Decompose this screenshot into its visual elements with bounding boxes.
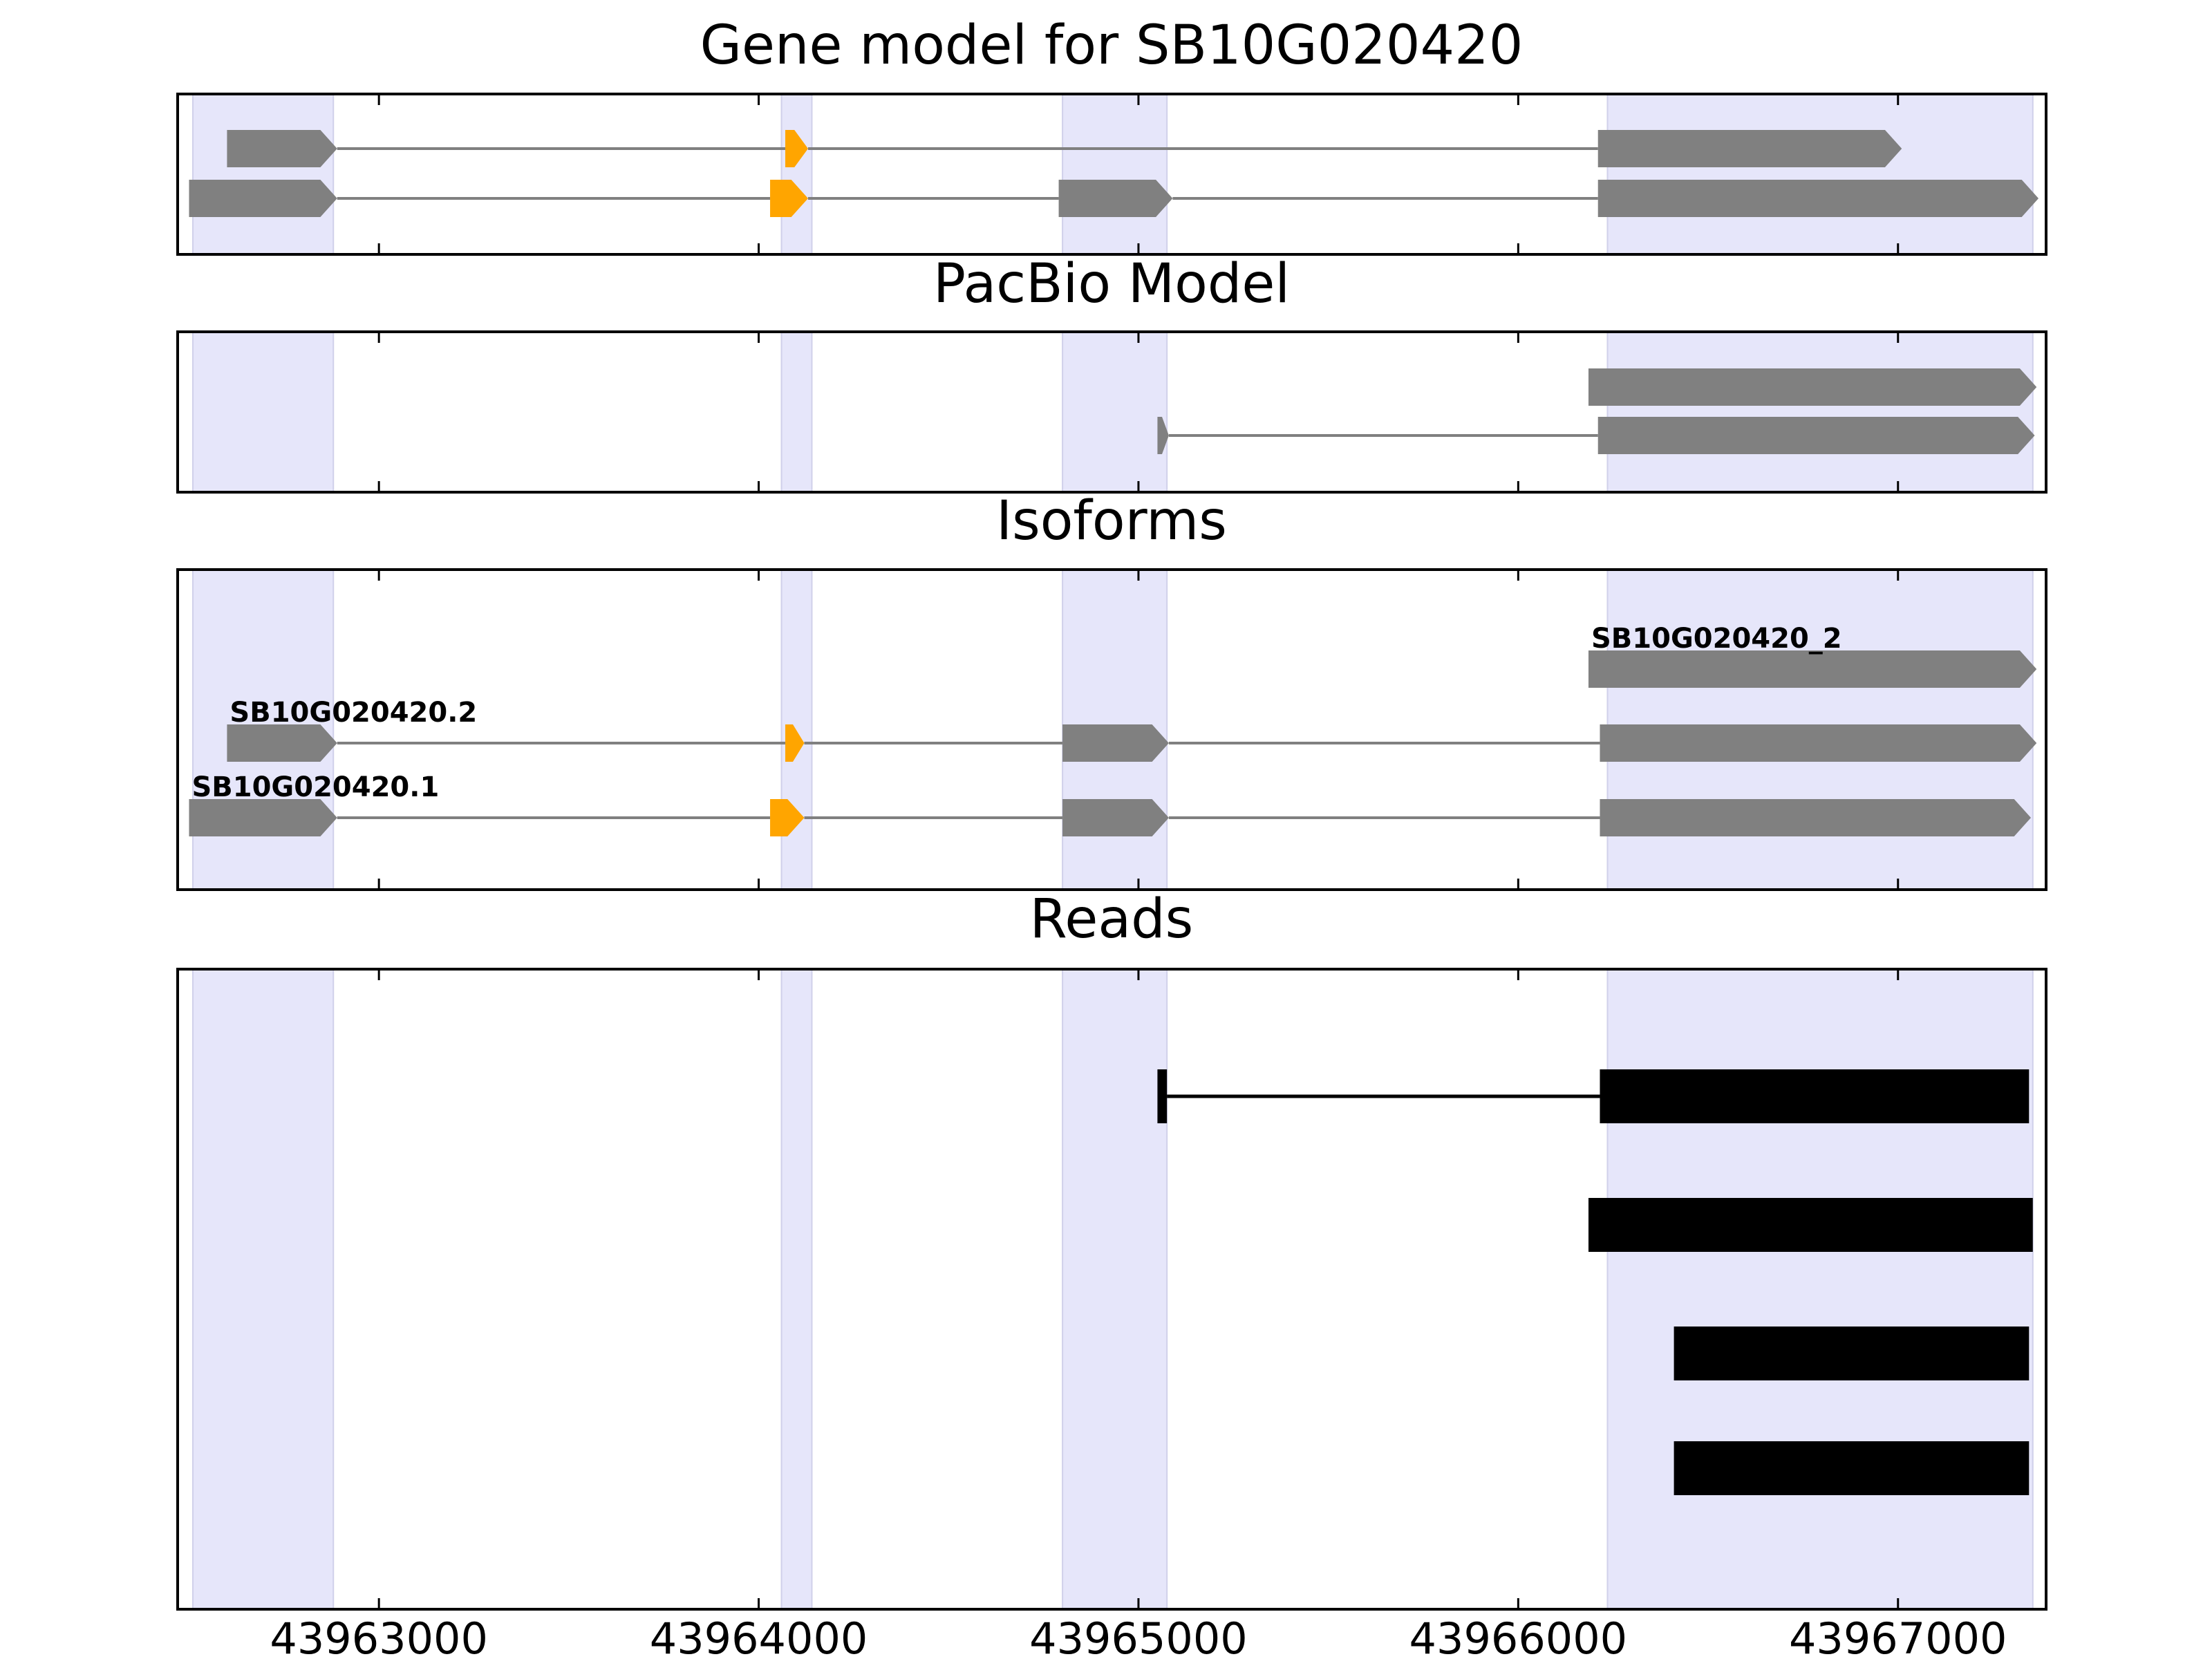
panel-reads (176, 968, 2047, 1611)
highlight-region (191, 968, 335, 1610)
panel-title-gene-model: Gene model for SB10G020420 (700, 15, 1524, 77)
x-tick-label: 43965000 (1029, 1613, 1248, 1659)
highlight-region (780, 968, 813, 1610)
highlighted-exon (785, 130, 808, 167)
read-block (1674, 1327, 2030, 1380)
highlight-region (1606, 331, 2034, 493)
panel-pacbio (176, 330, 2047, 494)
x-tick-label: 43964000 (650, 1613, 868, 1659)
read-block (1600, 1069, 2030, 1123)
exon-block (189, 180, 337, 217)
highlighted-exon (785, 724, 805, 762)
isoform-label: SB10G020420.2 (229, 697, 477, 729)
exon-block (1588, 650, 2037, 688)
x-tick-label: 43967000 (1789, 1613, 2007, 1659)
exon-block (227, 130, 337, 167)
x-tick-label: 43963000 (270, 1613, 488, 1659)
highlight-region (780, 331, 813, 493)
panel-frame (176, 93, 2047, 256)
highlight-region (1606, 93, 2034, 255)
exon-block (1600, 799, 2032, 836)
read-block (1588, 1198, 2033, 1252)
exon-block (1588, 368, 2037, 406)
panel-frame (176, 968, 2047, 1611)
exon-block (227, 724, 337, 762)
read-block (1674, 1441, 2030, 1495)
isoform-label: SB10G020420.1 (191, 771, 439, 803)
exon-block (1597, 417, 2035, 454)
highlight-region (191, 331, 335, 493)
panel-isoforms: SB10G020420_2 SB10G020420.2 SB10G020420.1 (176, 568, 2047, 891)
isoform-label: SB10G020420_2 (1591, 623, 1842, 655)
exon-block (1062, 799, 1169, 836)
panel-frame (176, 568, 2047, 891)
highlighted-exon (770, 180, 808, 217)
x-axis-tick-labels: 43963000 43964000 43965000 43966000 43967000 (270, 1613, 2007, 1659)
read-block (1157, 1069, 1168, 1123)
panel-frame (176, 330, 2047, 494)
exon-block (1157, 417, 1169, 454)
highlight-region (780, 93, 813, 255)
exon-block (1062, 724, 1169, 762)
x-tick-label: 43966000 (1409, 1613, 1628, 1659)
highlighted-exon (770, 799, 805, 836)
panel-title-isoforms: Isoforms (996, 490, 1227, 552)
highlight-region (1062, 331, 1168, 493)
exon-block (1597, 180, 2039, 217)
panel-title-reads: Reads (1030, 888, 1194, 950)
exon-block (1597, 130, 1902, 167)
panel-gene-model (176, 93, 2047, 256)
highlight-region (1062, 93, 1168, 255)
panel-title-pacbio: PacBio Model (933, 253, 1290, 315)
highlight-region (191, 93, 335, 255)
exon-block (1600, 724, 2037, 762)
highlight-region (1062, 968, 1168, 1610)
exon-block (1058, 180, 1173, 217)
exon-block (189, 799, 337, 836)
highlight-region (1606, 968, 2034, 1610)
